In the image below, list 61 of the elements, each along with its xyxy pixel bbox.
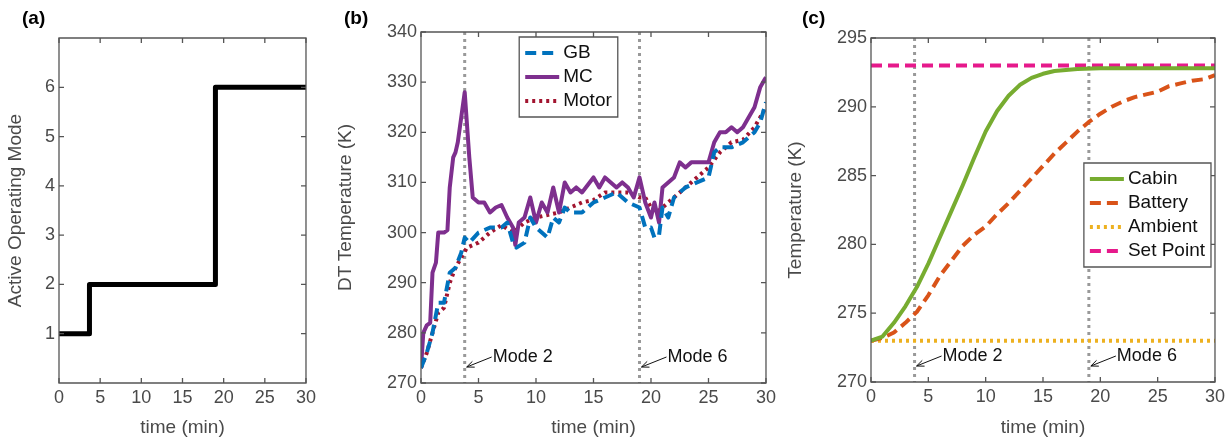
y-tick-label: 310 — [386, 171, 417, 192]
y-tick-label: 320 — [386, 121, 417, 142]
y-tick-label: 2 — [44, 273, 55, 294]
chart-title: (c) — [802, 7, 826, 28]
y-tick-label: 275 — [836, 302, 867, 323]
y-tick-label: 280 — [836, 233, 867, 254]
ref-line-label: Mode 6 — [667, 345, 728, 366]
y-tick-label: 330 — [386, 71, 417, 92]
y-tick-label: 290 — [836, 95, 867, 116]
ref-line-label: Mode 6 — [1116, 344, 1177, 365]
y-tick-label: 3 — [44, 224, 55, 245]
x-tick-label: 15 — [583, 386, 604, 407]
legend-label: MC — [563, 65, 593, 87]
ref-line-label: Mode 2 — [492, 345, 553, 366]
y-axis-title: Active Operating Mode — [3, 113, 25, 308]
y-tick-label: 300 — [386, 221, 417, 242]
legend-label: Cabin — [1127, 167, 1178, 189]
x-tick-label: 0 — [865, 385, 877, 406]
x-tick-label: 20 — [213, 386, 234, 407]
x-tick-label: 15 — [1032, 385, 1054, 406]
x-tick-label: 10 — [975, 385, 996, 406]
x-tick-label: 25 — [254, 386, 275, 407]
y-tick-label: 295 — [836, 26, 867, 47]
legend-label: Ambient — [1127, 215, 1199, 237]
chart-title: (a) — [22, 7, 46, 28]
x-tick-label: 25 — [698, 386, 719, 407]
y-tick-label: 280 — [386, 321, 417, 342]
x-tick-label: 30 — [295, 386, 316, 407]
chart-title: (b) — [344, 7, 369, 28]
x-tick-label: 5 — [95, 386, 106, 407]
y-tick-label: 270 — [836, 370, 867, 391]
x-tick-label: 15 — [172, 386, 193, 407]
y-axis-title: Temperature (K) — [783, 141, 805, 279]
x-tick-label: 0 — [415, 386, 427, 407]
y-tick-label: 270 — [386, 371, 417, 392]
x-tick-label: 25 — [1147, 385, 1168, 406]
x-tick-label: 30 — [1204, 385, 1225, 406]
x-tick-label: 0 — [53, 386, 65, 407]
x-tick-label: 20 — [1090, 385, 1111, 406]
x-tick-label: 30 — [755, 386, 776, 407]
y-tick-label: 6 — [44, 76, 55, 97]
legend-label: Motor — [563, 89, 613, 111]
x-axis-title: time (min) — [140, 415, 225, 437]
x-tick-label: 5 — [923, 385, 934, 406]
x-tick-label: 5 — [473, 386, 484, 407]
y-tick-label: 4 — [44, 174, 55, 195]
y-axis-title: DT Temperature (K) — [333, 123, 355, 292]
y-tick-label: 285 — [836, 164, 867, 185]
ref-line-label: Mode 2 — [942, 344, 1003, 365]
x-axis-title: time (min) — [551, 415, 636, 437]
y-tick-label: 5 — [44, 125, 55, 146]
x-tick-label: 20 — [640, 386, 662, 407]
y-tick-label: 290 — [386, 271, 417, 292]
legend-label: Set Point — [1127, 239, 1206, 261]
x-tick-label: 10 — [131, 386, 152, 407]
y-tick-label: 1 — [44, 322, 55, 343]
legend-label: Battery — [1127, 191, 1189, 213]
x-tick-label: 10 — [525, 386, 547, 407]
legend-label: GB — [563, 41, 591, 63]
x-axis-title: time (min) — [1000, 415, 1086, 437]
y-tick-label: 340 — [386, 20, 417, 41]
